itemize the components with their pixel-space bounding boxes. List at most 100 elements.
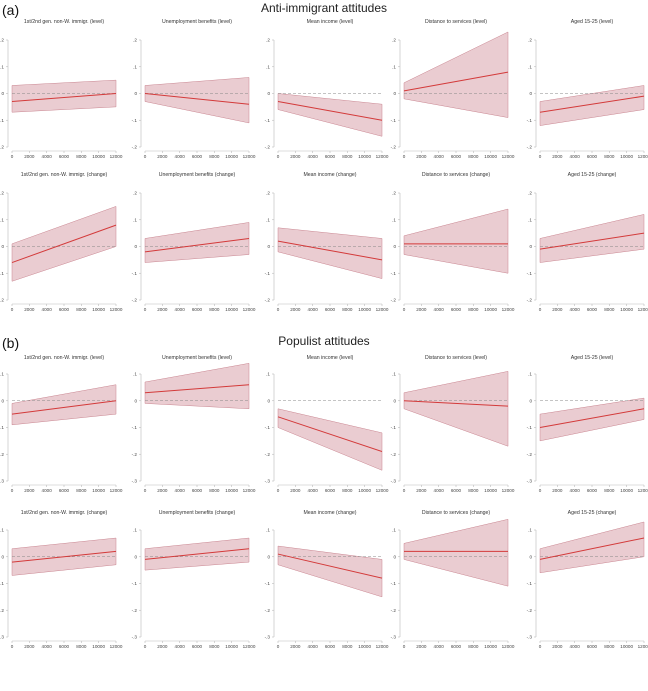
x-tick-label: 8000: [342, 307, 353, 312]
y-tick-label: -.1: [527, 581, 533, 586]
confidence-band: [539, 214, 645, 263]
x-tick-label: 10000: [620, 488, 633, 493]
y-tick-label: .2: [528, 38, 532, 43]
y-tick-label: -.1: [527, 118, 533, 123]
x-tick-label: 2000: [290, 488, 301, 493]
x-tick-label: 4000: [308, 488, 319, 493]
panel-title: Unemployment benefits (level): [162, 355, 232, 361]
y-tick-label: -.1: [391, 581, 397, 586]
y-tick-label: -.1: [527, 425, 533, 430]
y-tick-label: .2: [392, 38, 396, 43]
panel-6: 1st/2nd gen. non-W. immigr. (change) -.2 -…: [0, 172, 123, 312]
x-tick-label: 12000: [638, 154, 648, 159]
x-tick-label: 2000: [157, 154, 168, 159]
x-tick-label: 4000: [42, 307, 53, 312]
x-tick-label: 4000: [175, 644, 186, 649]
confidence-band: [403, 371, 509, 447]
y-tick-label: 0: [393, 398, 396, 403]
y-tick-label: -.1: [0, 425, 4, 430]
x-tick-label: 10000: [484, 307, 497, 312]
x-tick-label: 6000: [451, 644, 462, 649]
y-tick-label: -.1: [132, 581, 138, 586]
y-tick-label: .2: [0, 191, 4, 196]
x-tick-label: 0: [11, 154, 14, 159]
y-tick-label: 0: [134, 91, 137, 96]
x-tick-label: 10000: [620, 644, 633, 649]
x-tick-label: 10000: [92, 644, 105, 649]
x-tick-label: 10000: [484, 488, 497, 493]
panel-9: Distance to services (change) -.2 -.1 0 .1 .2…: [391, 172, 515, 312]
x-tick-label: 8000: [342, 644, 353, 649]
confidence-band: [539, 85, 645, 126]
panel-title: Unemployment benefits (change): [159, 510, 236, 516]
x-tick-label: 10000: [358, 488, 371, 493]
panel-14: Distance to services (level) -.3 -.2 -.1 0 .1…: [391, 355, 515, 493]
panel-2: Unemployment benefits (level) -.2 -.1 0 .1 .2…: [132, 19, 256, 159]
y-tick-label: 0: [529, 91, 532, 96]
x-tick-label: 8000: [342, 488, 353, 493]
y-tick-label: 0: [267, 554, 270, 559]
panel-8: Mean income (change) -.2 -.1 0 .1 .2 0 2000 4000…: [265, 172, 389, 312]
y-tick-label: -.1: [265, 271, 271, 276]
x-tick-label: 8000: [76, 307, 87, 312]
x-tick-label: 6000: [59, 307, 70, 312]
x-tick-label: 10000: [484, 644, 497, 649]
y-tick-label: 0: [393, 244, 396, 249]
panel-12: Unemployment benefits (level) -.3 -.2 -.1 0.…: [132, 355, 256, 493]
y-tick-label: -.2: [265, 608, 271, 613]
y-tick-label: .1: [0, 528, 4, 533]
panel-16: 1st/2nd gen. non-W. immigr. (change) -.3 -…: [0, 510, 123, 649]
x-tick-label: 6000: [192, 154, 203, 159]
y-tick-label: 0: [134, 398, 137, 403]
y-tick-label: .2: [0, 38, 4, 43]
x-tick-label: 8000: [76, 154, 87, 159]
y-tick-label: 0: [1, 398, 4, 403]
y-tick-label: -.1: [132, 118, 138, 123]
effect-line: [11, 224, 117, 264]
y-tick-label: -.1: [265, 118, 271, 123]
y-tick-label: -.3: [265, 479, 271, 484]
x-tick-label: 8000: [468, 154, 479, 159]
panel-title: Unemployment benefits (level): [162, 19, 232, 25]
x-tick-label: 4000: [434, 154, 445, 159]
x-tick-label: 4000: [308, 307, 319, 312]
x-tick-label: 12000: [110, 488, 123, 493]
panel-title: Aged 15-25 (level): [571, 19, 614, 25]
x-tick-label: 10000: [225, 307, 238, 312]
panel-title: 1st/2nd gen. non-W. immigr. (level): [24, 355, 104, 361]
x-tick-label: 6000: [192, 488, 203, 493]
y-tick-label: 0: [134, 554, 137, 559]
x-tick-label: 2000: [157, 488, 168, 493]
confidence-band: [403, 518, 509, 587]
y-tick-label: .1: [133, 217, 137, 222]
x-tick-label: 6000: [587, 644, 598, 649]
y-tick-label: -.1: [0, 118, 4, 123]
y-tick-label: 0: [1, 554, 4, 559]
effect-line: [11, 93, 117, 103]
x-tick-label: 12000: [110, 154, 123, 159]
y-tick-label: -.3: [391, 479, 397, 484]
x-tick-label: 4000: [175, 488, 186, 493]
x-tick-label: 12000: [502, 488, 515, 493]
y-tick-label: -.2: [265, 298, 271, 303]
panel-title: Distance to services (level): [425, 355, 487, 361]
panel-title: Distance to services (change): [422, 510, 491, 516]
panel-3: Mean income (level) -.2 -.1 0 .1 .2 0 2000 4000 6…: [265, 19, 389, 159]
y-tick-label: .1: [0, 217, 4, 222]
y-tick-label: -.2: [0, 145, 4, 150]
x-tick-label: 4000: [308, 154, 319, 159]
effect-line: [144, 93, 250, 105]
panel-5: Aged 15-25 (level) -.2 -.1 0 .1 .2 0 2000 4000 60…: [527, 19, 648, 159]
x-tick-label: 2000: [552, 154, 563, 159]
x-tick-label: 0: [403, 307, 406, 312]
panel-title: Mean income (change): [303, 510, 356, 516]
effect-line: [144, 237, 250, 253]
x-tick-label: 10000: [358, 154, 371, 159]
y-tick-label: 0: [1, 244, 4, 249]
y-tick-label: 0: [1, 91, 4, 96]
x-tick-label: 10000: [620, 154, 633, 159]
x-tick-label: 8000: [209, 307, 220, 312]
effect-line: [11, 550, 117, 563]
panel-20: Aged 15-25 (change) -.3 -.2 -.1 0 .1 0 2000 4000…: [527, 510, 648, 649]
x-tick-label: 8000: [76, 644, 87, 649]
